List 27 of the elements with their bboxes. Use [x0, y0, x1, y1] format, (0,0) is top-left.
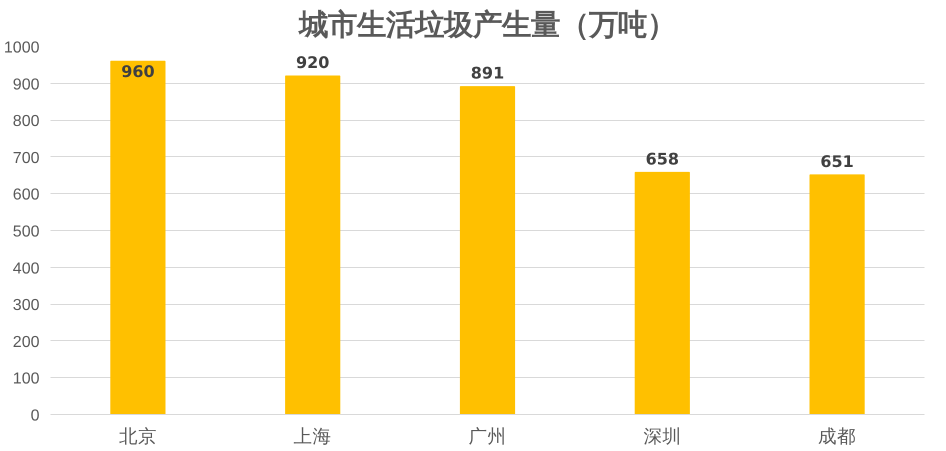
data-label: 651	[820, 152, 854, 171]
x-tick-label: 深圳	[643, 426, 682, 446]
y-tick-label: 300	[12, 297, 40, 314]
bar	[460, 86, 516, 414]
chart-title: 城市生活垃圾产生量（万吨）	[297, 8, 676, 42]
y-tick-label: 800	[12, 113, 40, 130]
bar	[285, 75, 340, 414]
x-tick-label: 北京	[118, 426, 157, 446]
data-label: 891	[470, 64, 504, 83]
y-tick-label: 200	[12, 334, 40, 351]
x-tick-label: 上海	[294, 426, 332, 446]
y-tick-label: 1000	[4, 40, 40, 56]
data-label: 960	[121, 62, 155, 82]
data-label: 658	[646, 149, 680, 168]
y-tick-label: 700	[12, 150, 40, 167]
y-tick-label: 400	[12, 260, 40, 278]
y-tick-label: 900	[12, 76, 40, 94]
y-tick-label: 500	[12, 224, 40, 240]
data-label: 920	[296, 52, 330, 72]
bar	[110, 60, 166, 414]
bar	[810, 174, 865, 414]
x-tick-label: 成都	[818, 426, 856, 446]
y-tick-label: 0	[30, 408, 40, 424]
x-tick-label: 广州	[468, 426, 506, 446]
y-tick-label: 600	[12, 186, 40, 204]
bar	[634, 172, 690, 414]
y-tick-label: 100	[12, 370, 40, 388]
